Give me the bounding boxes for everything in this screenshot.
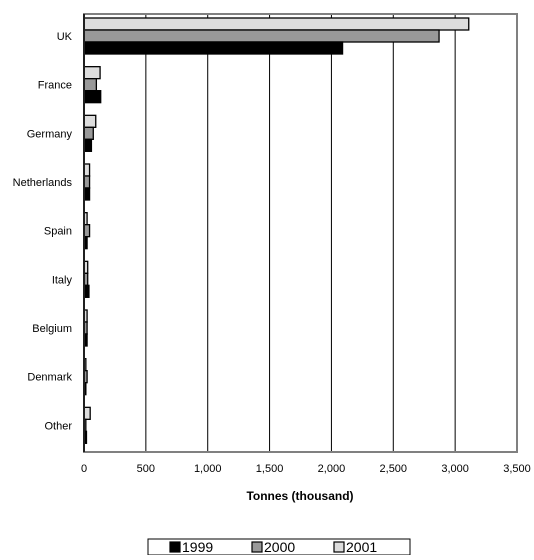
- bar-1999: [83, 90, 102, 104]
- category-label: Spain: [44, 226, 72, 238]
- category-label: France: [38, 80, 72, 92]
- category-label: Germany: [27, 128, 73, 140]
- x-axis-title: Tonnes (thousand): [246, 489, 353, 503]
- bar-2000: [83, 126, 94, 140]
- legend-label: 2001: [346, 539, 377, 555]
- x-tick-label: 3,500: [503, 463, 531, 475]
- bar-2000: [83, 78, 98, 92]
- bar-2000: [83, 29, 440, 43]
- x-tick-label: 2,000: [318, 463, 346, 475]
- x-tick-label: 500: [137, 463, 155, 475]
- x-tick-label: 0: [81, 463, 87, 475]
- bar-2001: [83, 66, 101, 80]
- legend-swatch-2000: [251, 541, 263, 553]
- x-tick-label: 2,500: [380, 463, 408, 475]
- category-label: Belgium: [32, 323, 72, 335]
- category-label: Netherlands: [13, 177, 73, 189]
- category-label: Other: [44, 420, 72, 432]
- plot-frame: [83, 13, 518, 453]
- category-labels: UK France Germany Netherlands Spain Italy Belg…: [13, 31, 73, 432]
- bar-2001: [83, 114, 97, 128]
- x-tick-label: 1,500: [256, 463, 284, 475]
- category-label: Italy: [52, 274, 73, 286]
- legend-swatch-2001: [333, 541, 345, 553]
- x-tick-labels: 0 500 1,000 1,500 2,000 2,500 3,000 3,500: [81, 463, 531, 475]
- gridlines: [145, 14, 456, 452]
- x-tick-label: 1,000: [194, 463, 222, 475]
- legend-label: 1999: [182, 539, 213, 555]
- x-tick-label: 3,000: [441, 463, 469, 475]
- bar-1999: [83, 41, 344, 55]
- legend: 1999 2000 2001: [147, 538, 411, 556]
- bar-1999: [83, 138, 93, 152]
- bars: [83, 17, 470, 444]
- legend-label: 2000: [264, 539, 295, 555]
- category-label: UK: [57, 31, 73, 43]
- category-label: Denmark: [27, 372, 72, 384]
- plot-border: [83, 13, 518, 453]
- bar-2001: [83, 17, 470, 31]
- legend-swatch-1999: [169, 541, 181, 553]
